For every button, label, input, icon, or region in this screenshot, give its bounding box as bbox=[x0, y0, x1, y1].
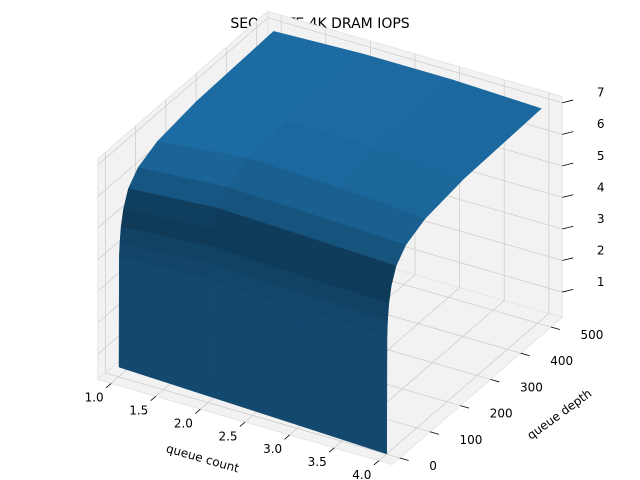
x-tick-label: 1.5 bbox=[129, 403, 148, 417]
tick-mark bbox=[562, 257, 574, 261]
tick-mark bbox=[195, 408, 201, 414]
x-tick-label: 4.0 bbox=[352, 468, 371, 480]
tick-mark bbox=[550, 326, 560, 330]
tick-mark bbox=[399, 457, 409, 461]
y-tick-label: 400 bbox=[550, 354, 573, 368]
y-tick-label: 200 bbox=[490, 407, 513, 421]
x-tick-label: 1.0 bbox=[85, 391, 104, 405]
x-tick-label: 2.0 bbox=[174, 416, 193, 430]
tick-mark bbox=[105, 383, 112, 389]
grid-line bbox=[267, 17, 563, 104]
tick-mark bbox=[490, 379, 500, 383]
tick-mark bbox=[373, 460, 380, 466]
y-tick-label: 0 bbox=[429, 459, 437, 473]
x-tick-label: 3.0 bbox=[263, 442, 282, 456]
tick-mark bbox=[562, 131, 574, 135]
y-tick-label: 500 bbox=[580, 328, 603, 342]
x-tick-label: 3.5 bbox=[308, 455, 327, 469]
tick-mark bbox=[284, 434, 290, 440]
surface-patch bbox=[301, 236, 397, 287]
y-tick-label: 100 bbox=[459, 433, 482, 447]
z-tick-label: 1 bbox=[597, 275, 605, 289]
tick-mark bbox=[520, 352, 530, 357]
y-axis-label: queue depth bbox=[524, 386, 594, 442]
tick-mark bbox=[562, 225, 574, 230]
x-axis-label: queue count bbox=[165, 441, 241, 475]
tick-mark bbox=[562, 162, 574, 167]
y-tick-label: 300 bbox=[520, 380, 543, 394]
z-tick-label: 5 bbox=[597, 149, 605, 163]
grid-line bbox=[378, 313, 550, 461]
z-tick-label: 7 bbox=[597, 86, 605, 100]
grid-line bbox=[105, 372, 400, 459]
tick-mark bbox=[460, 405, 470, 409]
tick-mark bbox=[239, 421, 246, 427]
grid-line bbox=[97, 17, 269, 166]
tick-mark bbox=[562, 288, 574, 293]
x-tick-label: 2.5 bbox=[218, 429, 237, 443]
z-tick-label: 6 bbox=[597, 117, 605, 131]
z-tick-label: 2 bbox=[597, 243, 605, 257]
tick-mark bbox=[429, 431, 439, 435]
z-tick-label: 4 bbox=[597, 180, 605, 194]
tick-mark bbox=[328, 447, 335, 453]
tick-mark bbox=[562, 99, 574, 104]
tick-mark bbox=[150, 395, 157, 401]
tick-mark bbox=[562, 194, 574, 198]
z-tick-label: 3 bbox=[597, 212, 605, 226]
